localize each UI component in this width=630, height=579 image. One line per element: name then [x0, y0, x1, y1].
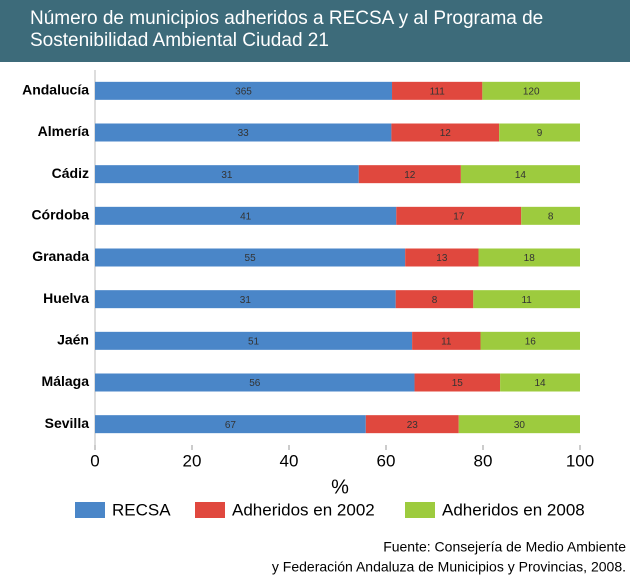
data-label: 120: [523, 86, 540, 97]
legend-label: Adheridos en 2008: [442, 500, 585, 519]
source-text: Fuente: Consejería de Medio Ambiente: [383, 539, 626, 555]
bar-segment: [521, 206, 580, 225]
x-tick-label: 40: [280, 451, 299, 470]
data-label: 14: [515, 170, 527, 181]
data-label: 9: [537, 128, 543, 139]
y-tick-label: Córdoba: [31, 207, 89, 223]
bar-segment: [95, 373, 415, 392]
chart-title: Número de municipios adheridos a RECSA y…: [30, 8, 543, 51]
legend-label: RECSA: [112, 500, 171, 519]
data-label: 23: [407, 420, 419, 431]
data-label: 111: [430, 86, 446, 97]
data-label: 18: [524, 253, 536, 264]
data-label: 55: [245, 253, 257, 264]
title-band: [0, 0, 630, 62]
legend-swatch: [75, 502, 105, 518]
data-label: 8: [548, 211, 554, 222]
y-tick-label: Huelva: [43, 290, 89, 306]
x-tick-label: 60: [377, 451, 396, 470]
bar-segment: [412, 331, 481, 350]
y-tick-label: Sevilla: [45, 415, 90, 431]
legend-swatch: [195, 502, 225, 518]
data-label: 8: [432, 295, 438, 306]
bar-segment: [358, 165, 461, 184]
data-label: 67: [225, 420, 237, 431]
bar-segment: [395, 290, 474, 309]
data-label: 17: [453, 211, 465, 222]
y-tick-label: Granada: [32, 248, 89, 264]
y-tick-label: Cádiz: [52, 165, 89, 181]
bar-segment: [458, 415, 580, 434]
data-label: 365: [235, 86, 252, 97]
data-label: 31: [240, 295, 252, 306]
data-label: 13: [436, 253, 448, 264]
bar-segment: [365, 415, 459, 434]
bar-segment: [392, 81, 483, 100]
bar-segment: [95, 290, 396, 309]
bar-segment: [95, 415, 366, 434]
data-label: 11: [521, 295, 532, 306]
legend-label: Adheridos en 2002: [232, 500, 375, 519]
data-label: 12: [404, 170, 416, 181]
bar-segment: [95, 165, 359, 184]
y-tick-label: Jaén: [57, 332, 89, 348]
bar-segment: [473, 290, 580, 309]
x-axis-label: %: [331, 476, 349, 498]
x-tick-label: 80: [474, 451, 493, 470]
data-label: 41: [240, 211, 252, 222]
data-label: 14: [534, 378, 546, 389]
data-label: 30: [514, 420, 526, 431]
data-label: 11: [441, 336, 452, 347]
bar-segment: [460, 165, 580, 184]
bar-segment: [95, 81, 393, 100]
legend-swatch: [405, 502, 435, 518]
bar-segment: [405, 248, 479, 267]
bar-segment: [95, 331, 413, 350]
data-label: 16: [525, 336, 537, 347]
data-label: 31: [221, 170, 233, 181]
bar-segment: [396, 206, 522, 225]
y-tick-label: Málaga: [42, 373, 90, 389]
bar-segment: [482, 81, 580, 100]
bar-segment: [499, 123, 580, 142]
bar-segment: [478, 248, 580, 267]
data-label: 33: [238, 128, 250, 139]
source-text: y Federación Andaluza de Municipios y Pr…: [272, 559, 626, 575]
data-label: 51: [248, 336, 260, 347]
bar-segment: [414, 373, 501, 392]
y-tick-label: Andalucía: [22, 82, 89, 98]
data-label: 12: [440, 128, 452, 139]
bar-segment: [500, 373, 580, 392]
bar-segment: [95, 248, 406, 267]
bar-segment: [95, 206, 397, 225]
x-tick-label: 20: [183, 451, 202, 470]
x-tick-label: 0: [90, 451, 99, 470]
data-label: 56: [249, 378, 261, 389]
y-tick-label: Almería: [38, 123, 90, 139]
bar-segment: [480, 331, 580, 350]
x-tick-label: 100: [566, 451, 594, 470]
bar-segment: [391, 123, 500, 142]
bar-segment: [95, 123, 392, 142]
data-label: 15: [452, 378, 464, 389]
